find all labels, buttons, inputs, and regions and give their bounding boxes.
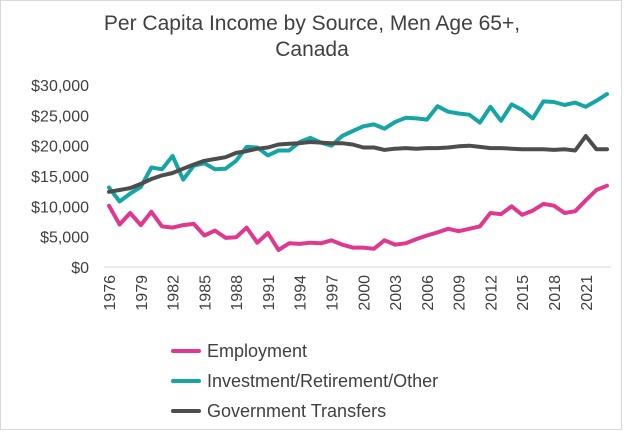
legend-item-investment: Investment/Retirement/Other <box>171 366 438 396</box>
y-tick-label: $20,000 <box>31 139 89 156</box>
legend-label-employment: Employment <box>207 340 308 361</box>
legend-label-investment: Investment/Retirement/Other <box>207 370 439 391</box>
series-lines <box>107 92 609 252</box>
chart-title-line-1: Per Capita Income by Source, Men Age 65+… <box>103 12 521 35</box>
y-tick-label: $10,000 <box>31 199 89 216</box>
x-tick-label: 2015 <box>515 275 532 311</box>
y-tick-label: $30,000 <box>31 78 89 95</box>
series-line-government-transfers <box>107 134 609 194</box>
y-axis-ticks: $0 $5,000 $10,000 $15,000 $20,000 $25,000 $30,… <box>31 78 89 277</box>
x-tick-label: 1985 <box>197 275 214 311</box>
x-tick-label: 1976 <box>102 275 119 311</box>
x-tick-label: 2003 <box>388 275 405 311</box>
y-tick-label: $25,000 <box>31 108 89 125</box>
x-tick-label: 2018 <box>547 275 564 311</box>
y-tick-label: $15,000 <box>31 169 89 186</box>
x-tick-label: 1979 <box>134 275 151 311</box>
chart-title: Per Capita Income by Source, Men Age 65+… <box>1 11 623 63</box>
legend-item-government: Government Transfers <box>171 396 438 426</box>
series-line-investment-retirement-other <box>107 92 609 204</box>
legend-swatch-employment <box>171 349 201 353</box>
legend: Employment Investment/Retirement/Other G… <box>171 336 438 426</box>
series-line-employment <box>107 183 609 252</box>
x-axis-ticks: 1976 1979 1982 1985 1988 1991 1994 1997 2000 2003… <box>102 275 596 311</box>
x-tick-label: 1994 <box>293 275 310 311</box>
legend-swatch-investment <box>171 379 201 383</box>
x-tick-label: 2012 <box>483 275 500 311</box>
x-tick-label: 1988 <box>229 275 246 311</box>
legend-swatch-government <box>171 409 201 413</box>
x-tick-label: 1997 <box>325 275 342 311</box>
x-tick-label: 1991 <box>261 275 278 311</box>
x-tick-label: 2021 <box>579 275 596 311</box>
chart-title-line-2: Canada <box>275 38 349 61</box>
x-tick-label: 2006 <box>420 275 437 311</box>
y-tick-label: $0 <box>71 260 89 277</box>
legend-label-government: Government Transfers <box>207 400 387 421</box>
y-tick-label: $5,000 <box>40 230 89 247</box>
x-tick-label: 2009 <box>452 275 469 311</box>
x-tick-label: 2000 <box>356 275 373 311</box>
legend-item-employment: Employment <box>171 336 438 366</box>
line-chart: $0 $5,000 $10,000 $15,000 $20,000 $25,000 $30,… <box>31 78 611 311</box>
x-tick-label: 1982 <box>166 275 183 311</box>
